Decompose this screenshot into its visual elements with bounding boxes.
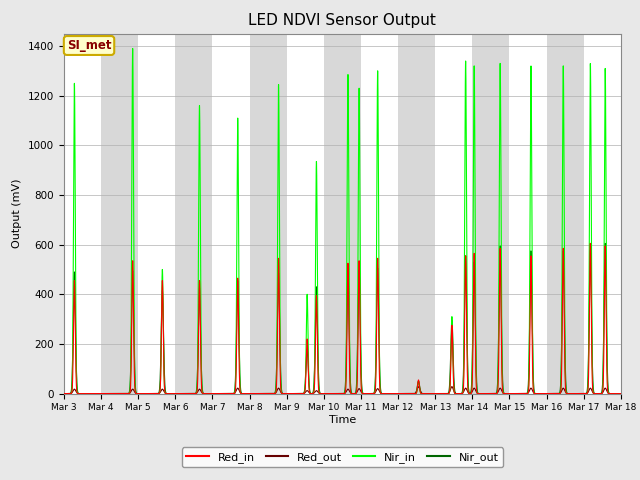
Bar xyxy=(547,34,584,394)
Title: LED NDVI Sensor Output: LED NDVI Sensor Output xyxy=(248,13,436,28)
Bar xyxy=(250,34,287,394)
Bar xyxy=(584,34,621,394)
Bar xyxy=(621,34,640,394)
Bar xyxy=(287,34,324,394)
Bar xyxy=(212,34,250,394)
Bar xyxy=(324,34,361,394)
Text: SI_met: SI_met xyxy=(67,39,111,52)
Y-axis label: Output (mV): Output (mV) xyxy=(12,179,22,248)
Bar xyxy=(361,34,398,394)
Bar xyxy=(101,34,138,394)
Bar xyxy=(435,34,472,394)
Bar xyxy=(398,34,435,394)
Bar xyxy=(138,34,175,394)
Bar xyxy=(175,34,212,394)
Bar xyxy=(64,34,101,394)
Bar xyxy=(472,34,509,394)
Bar xyxy=(509,34,547,394)
X-axis label: Time: Time xyxy=(329,415,356,425)
Legend: Red_in, Red_out, Nir_in, Nir_out: Red_in, Red_out, Nir_in, Nir_out xyxy=(182,447,503,467)
